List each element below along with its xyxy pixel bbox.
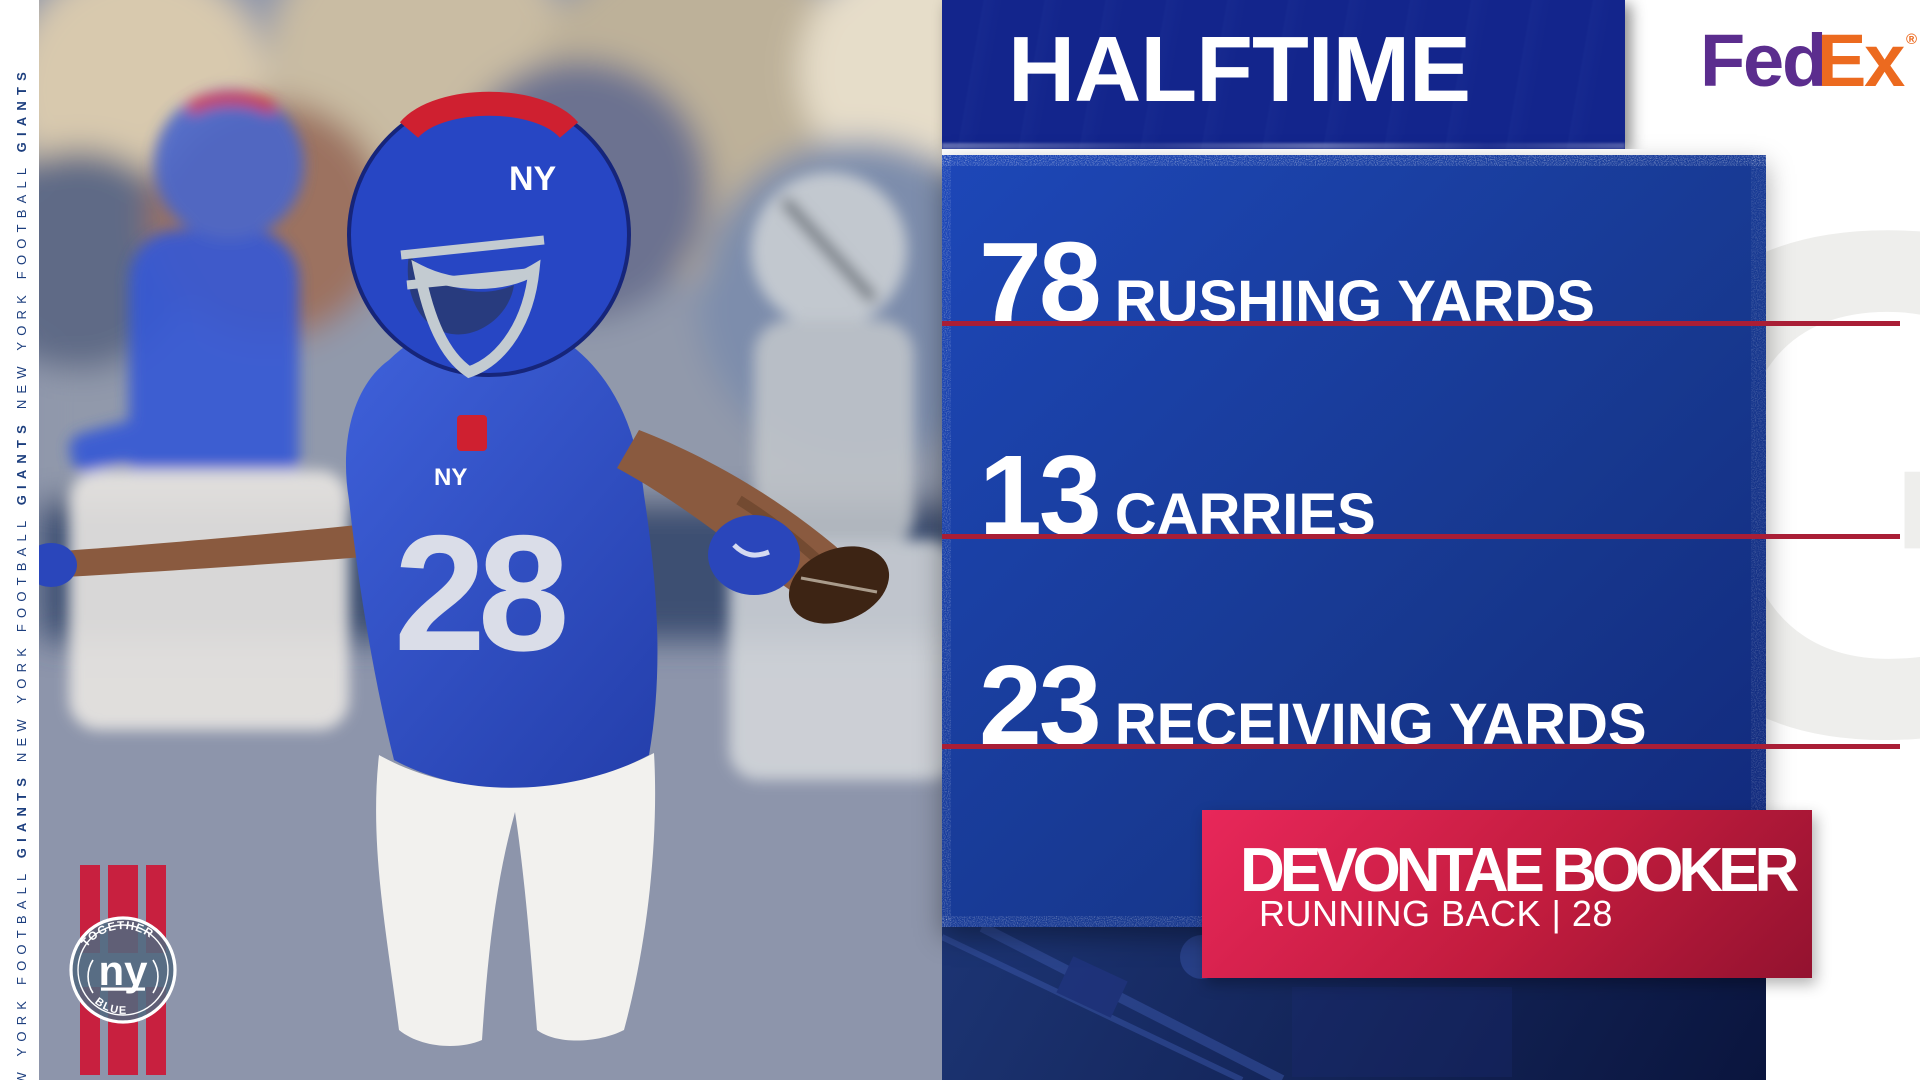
svg-text:NY: NY <box>509 160 557 198</box>
svg-text:NY: NY <box>434 464 467 491</box>
svg-text:28: 28 <box>394 501 565 685</box>
svg-text:NEW YORK FOOTBALL GIANTS NEW Y: NEW YORK FOOTBALL GIANTS NEW YORK FOOTBA… <box>14 66 29 1080</box>
svg-text:®: ® <box>1906 31 1917 48</box>
svg-text:Fed: Fed <box>1700 19 1825 102</box>
svg-text:ny: ny <box>98 947 148 994</box>
svg-text:Ex: Ex <box>1817 19 1905 102</box>
